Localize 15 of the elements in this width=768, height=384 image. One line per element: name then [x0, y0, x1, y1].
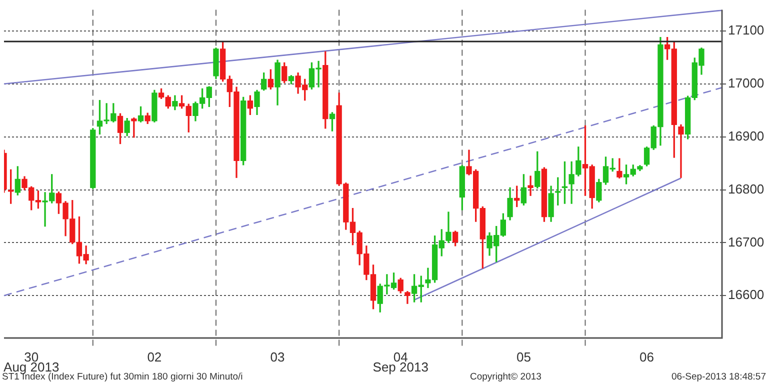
text: Copyright© 2013: [470, 372, 542, 383]
y-tick-label: 17100: [728, 22, 764, 38]
x-tick-label: 03: [270, 349, 285, 364]
y-tick-label: 16600: [728, 287, 764, 302]
y-tick-label: 17000: [728, 75, 764, 90]
candlestick: [678, 124, 684, 178]
x-tick-label: 05: [516, 349, 531, 364]
candlestick: [131, 117, 137, 138]
x-tick-label: 02: [147, 349, 162, 364]
y-tick-label: 16700: [728, 234, 764, 250]
y-tick-label: 16800: [728, 181, 764, 196]
x-tick-label: 06: [640, 349, 654, 364]
y-tick-label: 16900: [728, 128, 764, 144]
candlestick: [528, 176, 534, 196]
text: 06-Sep-2013 18:48:57: [671, 372, 766, 383]
